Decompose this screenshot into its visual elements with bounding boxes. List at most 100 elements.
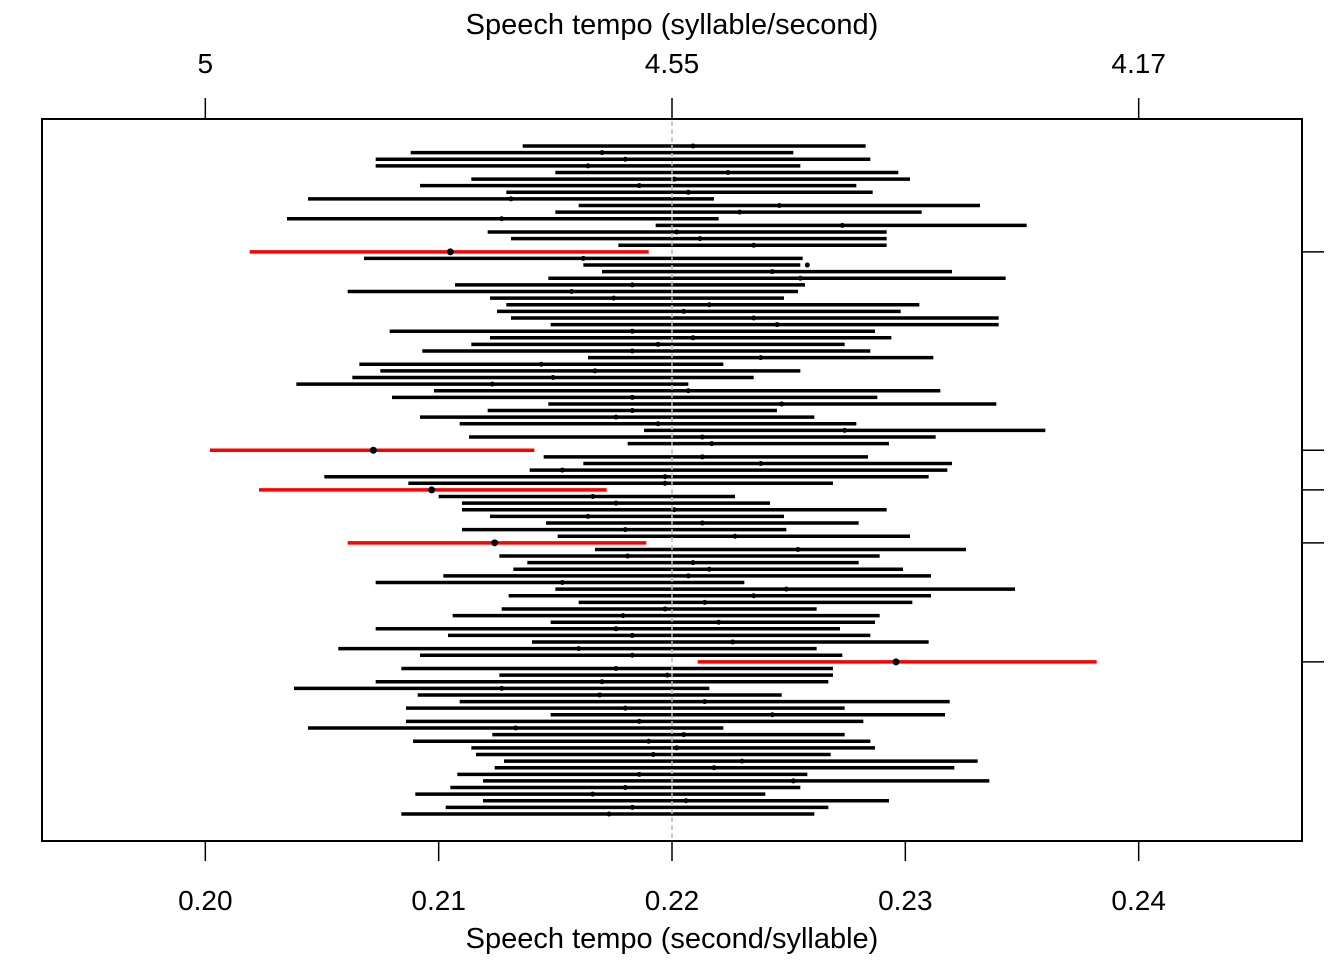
- point-estimate: [629, 348, 635, 354]
- point-estimate: [662, 474, 668, 480]
- interval-row: [375, 626, 840, 632]
- interval-row: [324, 474, 929, 480]
- point-estimate: [580, 255, 586, 261]
- interval-row: [375, 163, 801, 169]
- interval-row: [578, 203, 980, 209]
- point-estimate: [758, 460, 764, 466]
- interval-row: [492, 732, 845, 738]
- interval-row: [459, 421, 857, 427]
- point-estimate: [702, 699, 708, 705]
- interval-row: [490, 295, 784, 301]
- interval-row: [697, 658, 1097, 666]
- point-estimate: [779, 401, 785, 407]
- interval-row: [583, 262, 810, 268]
- point-estimate: [629, 328, 635, 334]
- point-estimate: [739, 758, 745, 764]
- interval-row: [618, 242, 887, 248]
- point-estimate: [538, 361, 544, 367]
- point-estimate: [699, 454, 705, 460]
- interval-row: [529, 467, 948, 473]
- interval-row: [483, 798, 889, 804]
- point-estimate: [795, 546, 801, 552]
- point-estimate: [620, 613, 626, 619]
- interval-row: [487, 408, 777, 414]
- interval-row: [487, 229, 887, 235]
- point-estimate: [629, 632, 635, 638]
- point-estimate: [491, 539, 499, 547]
- point-estimate: [559, 467, 565, 473]
- interval-row: [422, 348, 871, 354]
- interval-row: [406, 705, 845, 711]
- point-estimate: [716, 619, 722, 625]
- bottom-tick-label: 0.22: [645, 885, 700, 916]
- point-estimate: [690, 560, 696, 566]
- interval-row: [392, 394, 878, 400]
- interval-row: [583, 460, 952, 466]
- interval-row: [457, 771, 808, 777]
- bottom-tick-label: 0.23: [878, 885, 933, 916]
- bottom-axis-title: Speech tempo (second/syllable): [466, 923, 879, 955]
- interval-row: [588, 355, 934, 361]
- point-estimate: [597, 692, 603, 698]
- interval-row: [490, 513, 784, 519]
- point-estimate: [699, 520, 705, 526]
- point-estimate: [662, 480, 668, 486]
- interval-row: [655, 222, 1027, 228]
- point-estimate: [613, 626, 619, 632]
- interval-row: [627, 441, 889, 447]
- interval-row: [471, 341, 845, 347]
- interval-row: [522, 143, 866, 149]
- bottom-tick-label: 0.24: [1111, 885, 1166, 916]
- interval-row: [296, 381, 689, 387]
- interval-row: [513, 566, 903, 572]
- interval-row: [499, 672, 833, 678]
- bottom-x-axis: 0.20 0.21 0.22 0.23 0.24: [178, 841, 1166, 916]
- point-estimate: [629, 408, 635, 414]
- interval-row: [443, 573, 931, 579]
- interval-row: [501, 606, 817, 612]
- point-estimate: [650, 751, 656, 757]
- point-estimate: [622, 705, 628, 711]
- interval-row: [308, 196, 714, 202]
- point-estimate: [797, 275, 803, 281]
- interval-row: [469, 434, 936, 440]
- top-axis-title: Speech tempo (syllable/second): [466, 9, 879, 41]
- interval-row: [490, 335, 892, 341]
- point-estimate: [629, 652, 635, 658]
- point-estimate: [730, 639, 736, 645]
- point-estimate: [576, 646, 582, 652]
- point-estimate: [613, 500, 619, 506]
- interval-row: [494, 765, 955, 771]
- point-estimate: [685, 189, 691, 195]
- point-estimate: [636, 183, 642, 189]
- point-estimate: [674, 745, 680, 751]
- interval-row: [578, 599, 913, 605]
- interval-row: [459, 699, 950, 705]
- point-estimate: [559, 580, 565, 586]
- point-estimate: [590, 494, 596, 500]
- interval-row: [420, 652, 843, 658]
- point-estimate: [664, 672, 670, 678]
- interval-row: [338, 646, 817, 652]
- point-estimate: [499, 216, 505, 222]
- interval-row: [259, 486, 607, 494]
- point-estimate: [706, 302, 712, 308]
- bottom-tick-label: 0.21: [411, 885, 466, 916]
- point-estimate: [655, 341, 661, 347]
- interval-row: [508, 593, 931, 599]
- point-estimate: [751, 242, 757, 248]
- point-estimate: [508, 196, 514, 202]
- interval-row: [548, 401, 997, 407]
- interval-row: [438, 494, 735, 500]
- interval-row: [644, 427, 1046, 433]
- interval-row: [462, 507, 887, 513]
- plot-layer: [210, 143, 1097, 817]
- point-estimate: [699, 434, 705, 440]
- interval-row: [506, 189, 873, 195]
- interval-row: [294, 685, 710, 691]
- point-estimate: [513, 725, 519, 731]
- point-estimate: [674, 229, 680, 235]
- interval-row: [445, 804, 829, 810]
- point-estimate: [636, 771, 642, 777]
- interval-row: [415, 791, 766, 797]
